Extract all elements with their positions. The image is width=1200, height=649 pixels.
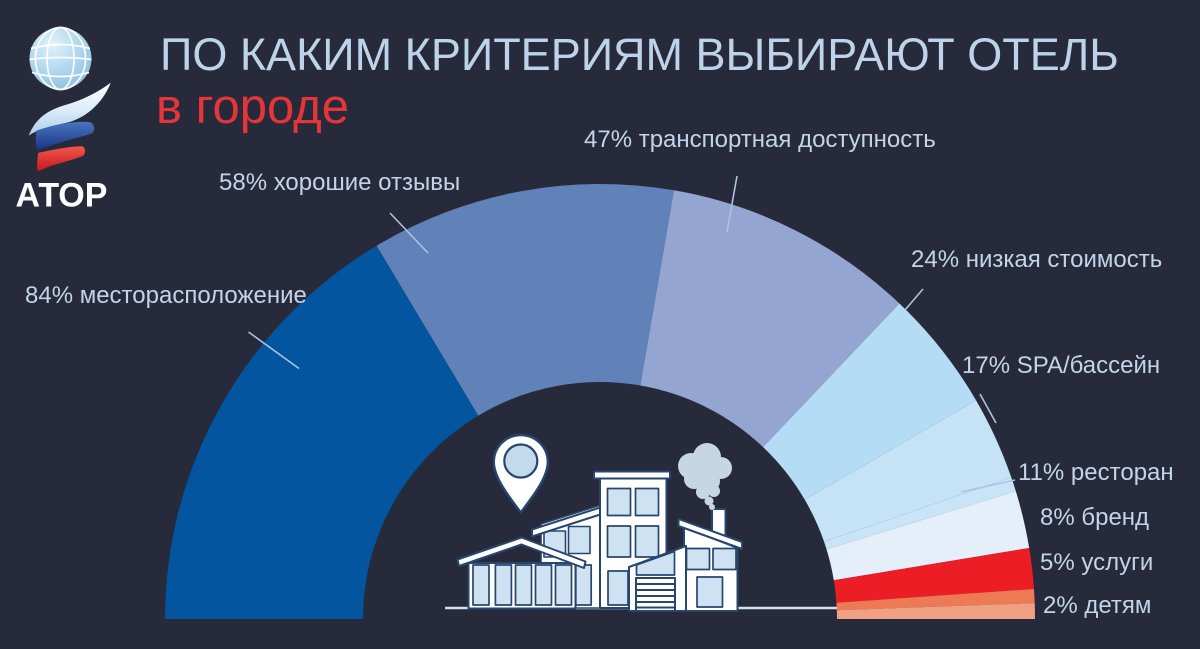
svg-text:АТОР: АТОР (16, 177, 108, 215)
